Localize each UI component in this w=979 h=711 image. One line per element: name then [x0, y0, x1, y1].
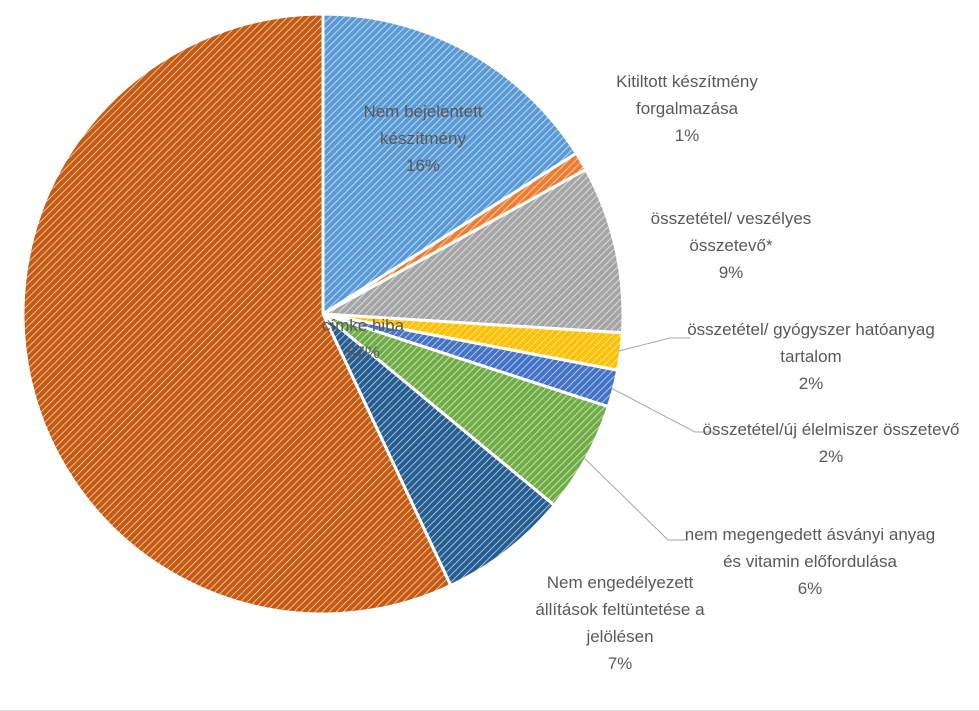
slice-label: összetétel/ veszélyes összetevő* 9%: [621, 205, 841, 286]
value-label: 2%: [798, 374, 824, 393]
category-name: címke hiba: [321, 316, 405, 335]
value-label: 2%: [818, 447, 844, 466]
category-name: Nem bejelentett készítmény: [363, 102, 483, 148]
category-name: Kitiltott készítmény forgalmazása: [616, 72, 758, 118]
value-label: 7%: [607, 654, 633, 673]
category-name: összetétel/ gyógyszer hatóanyag tartalom: [687, 320, 935, 366]
slice-label: címke hiba 57%: [283, 312, 443, 366]
slice-label: Nem bejelentett készítmény 16%: [338, 98, 508, 179]
leader-line: [610, 387, 715, 433]
leader-line: [582, 456, 688, 541]
slice-label: összetétel/ gyógyszer hatóanyag tartalom…: [681, 316, 941, 397]
value-label: 6%: [797, 579, 823, 598]
slice-label: Kitiltott készítmény forgalmazása 1%: [577, 68, 797, 149]
value-label: 16%: [405, 156, 441, 175]
slice-label: összetétel/új élelmiszer összetevő 2%: [701, 416, 961, 470]
pie-slice: [321, 12, 579, 317]
category-name: összetétel/új élelmiszer összetevő: [702, 420, 960, 439]
pie-slice: [21, 12, 453, 616]
value-label: 57%: [345, 343, 381, 362]
slice-label: nem megengedett ásványi anyag és vitamin…: [680, 521, 940, 602]
pie-slice: [321, 312, 557, 588]
slice-label: Nem engedélyezett állítások feltüntetése…: [520, 569, 720, 677]
category-name: nem megengedett ásványi anyag és vitamin…: [684, 525, 936, 571]
value-label: 1%: [674, 126, 700, 145]
value-label: 9%: [718, 263, 744, 282]
leader-line: [617, 337, 690, 352]
pie-slice: [317, 167, 625, 335]
category-name: Nem engedélyezett állítások feltüntetése…: [535, 573, 705, 646]
category-name: összetétel/ veszélyes összetevő*: [650, 209, 812, 255]
